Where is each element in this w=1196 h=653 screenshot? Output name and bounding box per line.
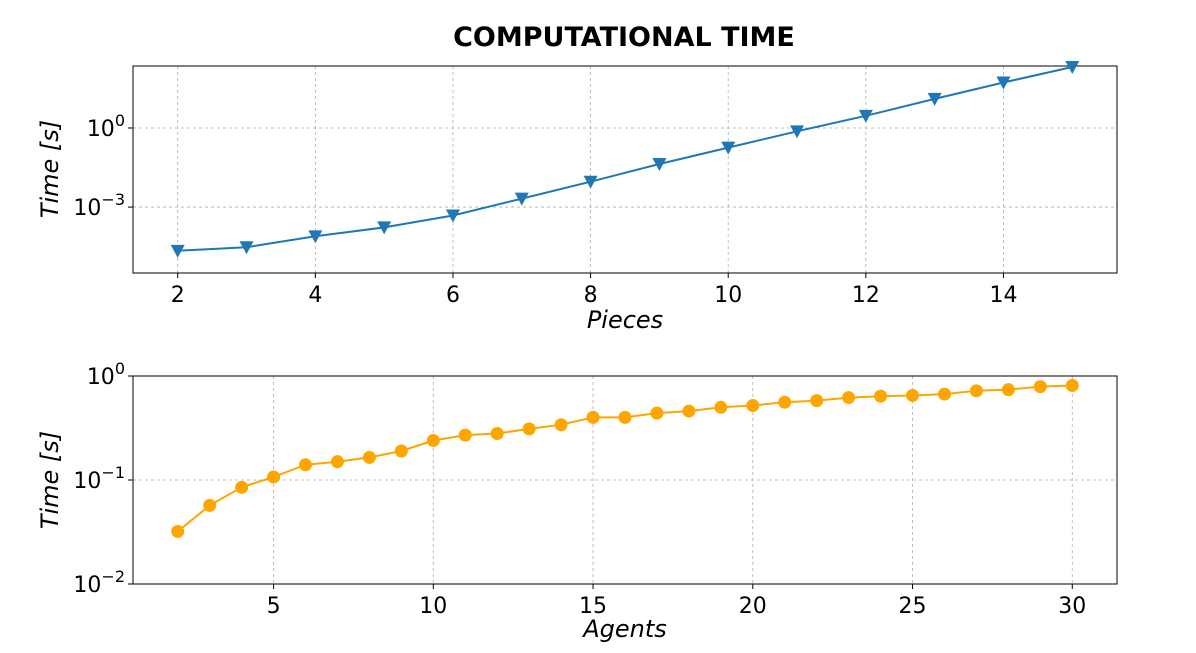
data-point (810, 394, 824, 408)
x-tick-label: 8 (584, 283, 598, 308)
x-tick-label: 30 (1058, 594, 1086, 619)
x-tick-label: 2 (171, 283, 185, 308)
figure-title: COMPUTATIONAL TIME (453, 22, 795, 53)
data-point (650, 406, 664, 420)
y-axis-label: Time [s] (36, 120, 64, 218)
data-point (394, 444, 408, 458)
data-point (1065, 379, 1079, 393)
data-point (203, 498, 217, 512)
data-point (299, 458, 313, 472)
y-tick-label: 10−3 (73, 190, 125, 221)
data-point (969, 384, 983, 398)
x-tick-label: 20 (739, 594, 767, 619)
data-point (1001, 383, 1015, 397)
data-point (171, 524, 185, 538)
data-point (1033, 380, 1047, 394)
x-tick-label: 12 (852, 283, 880, 308)
x-tick-label: 15 (579, 594, 607, 619)
agents-time-chart: 5 10 15 20 25 30 100 10−1 10−2 Agents Time [s] (36, 359, 1118, 643)
data-point (586, 410, 600, 424)
data-point (445, 209, 460, 223)
x-tick-label: 14 (989, 283, 1017, 308)
data-point (721, 141, 736, 155)
x-tick-label: 5 (267, 594, 281, 619)
data-point (330, 455, 344, 469)
data-point (514, 192, 529, 206)
plot-frame (132, 65, 1118, 274)
y-axis-label: Time [s] (36, 431, 64, 529)
data-point (426, 433, 440, 447)
data-point (906, 388, 920, 402)
data-point (554, 418, 568, 432)
data-point (267, 470, 281, 484)
data-point (239, 241, 254, 255)
series-line (177, 384, 1073, 533)
data-point (927, 92, 942, 106)
x-tick-label: 10 (714, 283, 742, 308)
y-tick-label: 100 (87, 111, 125, 142)
data-point (170, 244, 185, 258)
data-point (714, 400, 728, 414)
data-point (583, 175, 598, 189)
y-tick-label: 100 (87, 359, 125, 390)
x-tick-label: 6 (446, 283, 460, 308)
pieces-time-chart: 2 4 6 8 10 12 14 100 10−3 Pieces Time [s] (36, 61, 1118, 334)
data-point (377, 221, 392, 235)
data-point (858, 109, 873, 123)
data-point (235, 480, 249, 494)
data-point (362, 450, 376, 464)
data-point (1065, 61, 1080, 74)
data-point (308, 230, 323, 244)
data-point (522, 422, 536, 436)
data-point (790, 125, 805, 139)
x-tick-label: 10 (419, 594, 447, 619)
data-point (682, 404, 696, 418)
series-line (177, 66, 1073, 252)
data-point (490, 426, 504, 440)
y-tick-label: 10−1 (73, 463, 125, 494)
data-point (458, 428, 472, 442)
data-point (746, 399, 760, 413)
data-point (842, 391, 856, 405)
data-point (618, 410, 632, 424)
x-tick-label: 25 (899, 594, 927, 619)
x-axis-label: Pieces (587, 306, 663, 334)
x-axis-label: Agents (581, 615, 667, 643)
data-point (778, 395, 792, 409)
data-point (874, 389, 888, 403)
data-point (652, 158, 667, 172)
data-point (937, 387, 951, 401)
x-tick-label: 4 (308, 283, 322, 308)
y-tick-label: 10−2 (73, 567, 125, 598)
data-point (996, 76, 1011, 90)
